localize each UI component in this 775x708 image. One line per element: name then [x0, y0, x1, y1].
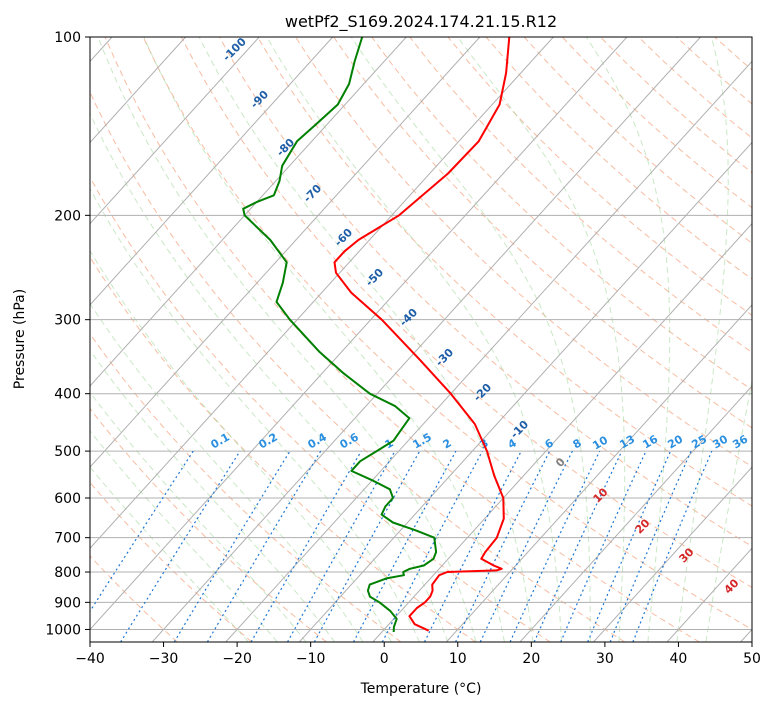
plot-area: [90, 37, 752, 642]
moist-adiabat-line: [457, 37, 626, 642]
moist-adiabat-line: [90, 112, 449, 642]
dry-adiabat-line: [90, 481, 253, 642]
isotherm-line: [593, 466, 752, 642]
mixing-ratio-line: [509, 450, 601, 642]
isotherm-line: [90, 37, 260, 225]
dry-adiabat-line: [333, 37, 752, 429]
chart-title: wetPf2_S169.2024.174.21.15.R12: [285, 12, 557, 32]
dry-adiabat-line: [90, 407, 327, 642]
axis-layer: −40 −30 −20 −10 0 10 20 30 40 50 100 200 300 400 500 60…: [45, 30, 761, 667]
y-tick-label: 200: [54, 208, 81, 224]
isotherm-line: [298, 141, 752, 642]
y-tick-label: 100: [54, 30, 81, 46]
mixing-ratio-line: [423, 450, 522, 642]
x-axis-title: Temperature (°C): [360, 681, 482, 697]
isotherm-line: [372, 222, 752, 642]
dry-adiabat-line: [753, 37, 775, 642]
mixing-ratio-line: [632, 450, 713, 642]
mixing-ratio-line: [206, 450, 322, 642]
dewpoint-profile-line: [242, 37, 438, 633]
mixing-ratio-line: [250, 450, 362, 642]
mixing-ratio-line: [479, 450, 573, 642]
x-tick-label: 50: [743, 651, 761, 667]
isotherm-line: [90, 37, 481, 468]
mixing-ratio-line: [173, 450, 291, 642]
mixing-ratio-line: [90, 450, 194, 613]
isotherm-line: [446, 304, 752, 642]
x-tick-label: −40: [75, 651, 105, 667]
temperature-profile-line: [333, 37, 511, 632]
mixing-ratio-line: [533, 450, 623, 642]
moist-adiabat-line: [90, 391, 307, 642]
y-tick-label: 700: [54, 531, 81, 547]
x-tick-label: 20: [522, 651, 540, 667]
isotherm-line: [519, 385, 752, 642]
x-tick-label: 30: [596, 651, 614, 667]
isotherm-line: [90, 37, 334, 306]
isotherm-line: [225, 60, 752, 642]
moist-adiabat-line: [350, 37, 591, 642]
dry-adiabat-line: [180, 37, 752, 589]
dry-adiabat-line: [90, 555, 178, 642]
dry-adiabat-line: [257, 37, 752, 507]
x-tick-label: 0: [380, 651, 389, 667]
y-tick-label: 900: [54, 595, 81, 611]
moist-adiabat-line: [90, 302, 364, 642]
mixing-ratio-line: [352, 450, 457, 642]
moist-adiabat-line: [198, 37, 534, 642]
series-layer: [242, 37, 511, 633]
plot-frame: [89, 36, 753, 643]
moist-adiabat-line: [90, 349, 336, 642]
moist-adiabat-line: [266, 37, 562, 642]
y-tick-label: 1000: [45, 622, 81, 638]
moist-adiabat-line: [90, 466, 249, 642]
moist-adiabat-line: [90, 187, 420, 642]
isotherm-line: [151, 37, 701, 642]
isotherm-line: [90, 37, 186, 144]
dry-adiabat-line: [90, 176, 551, 642]
y-tick-label: 600: [54, 491, 81, 507]
moist-adiabat-line: [97, 37, 477, 642]
dry-adiabat-line: [90, 256, 476, 642]
mixing-ratio-line: [455, 450, 551, 642]
x-tick-label: −20: [222, 651, 252, 667]
dry-adiabat-line: [295, 37, 752, 468]
mixing-ratio-line: [609, 450, 692, 642]
moist-adiabat-line: [705, 378, 752, 642]
y-tick-label: 800: [54, 565, 81, 581]
isotherm-line: [90, 37, 554, 550]
x-tick-label: −10: [296, 651, 326, 667]
x-tick-label: 10: [449, 651, 467, 667]
mixing-ratio-line: [313, 450, 421, 642]
moist-adiabat-line: [585, 37, 671, 642]
y-tick-label: 300: [54, 313, 81, 329]
mixing-ratio-line: [120, 450, 241, 642]
mixing-ratio-line: [381, 450, 483, 642]
mixing-ratio-line: [587, 450, 672, 642]
moist-adiabat-line: [676, 37, 729, 642]
moist-adiabat-line: [90, 249, 392, 642]
mixing-ratio-line: [560, 450, 647, 642]
grid-layer: [90, 37, 775, 642]
isotherm-line: [90, 37, 628, 631]
y-tick-label: 500: [54, 444, 81, 460]
y-axis-title: Pressure (hPa): [12, 289, 28, 389]
mixing-ratio-line: [286, 450, 396, 642]
y-tick-label: 400: [54, 387, 81, 403]
x-tick-label: 40: [670, 651, 688, 667]
moist-adiabat-line: [143, 37, 505, 642]
dry-adiabat-line: [142, 37, 752, 630]
x-tick-label: −30: [149, 651, 179, 667]
isotherm-line: [90, 37, 407, 387]
